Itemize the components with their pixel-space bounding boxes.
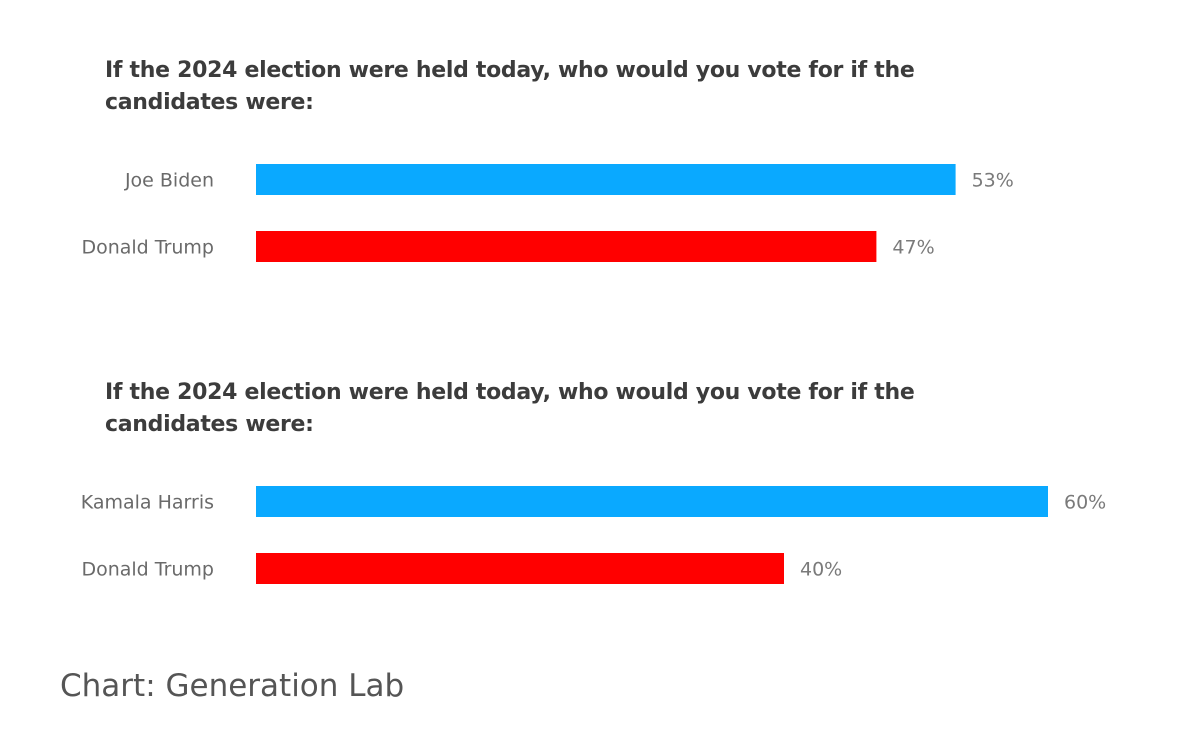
value-label: 60% [1064, 492, 1106, 514]
category-label: Donald Trump [81, 559, 214, 581]
chart-source: Chart: Generation Lab [60, 668, 405, 704]
chart-title: If the 2024 election were held today, wh… [105, 58, 915, 115]
value-label: 53% [972, 170, 1014, 192]
chart-title: If the 2024 election were held today, wh… [105, 380, 915, 437]
bar-joe-biden [256, 164, 956, 195]
chart-harris-trump: If the 2024 election were held today, wh… [0, 322, 1179, 592]
bar-chart-plot: Kamala Harris 60% Donald Trump 40% [81, 486, 1106, 584]
bar-donald-trump [256, 231, 877, 262]
bar-donald-trump [256, 553, 784, 584]
value-label: 40% [800, 559, 842, 581]
category-label: Kamala Harris [81, 492, 214, 514]
bar-kamala-harris [256, 486, 1048, 517]
category-label: Donald Trump [81, 237, 214, 259]
chart-biden-trump: If the 2024 election were held today, wh… [0, 0, 1179, 270]
category-label: Joe Biden [124, 170, 214, 192]
bar-chart-plot: Joe Biden 53% Donald Trump 47% [81, 164, 1014, 262]
value-label: 47% [892, 237, 934, 259]
